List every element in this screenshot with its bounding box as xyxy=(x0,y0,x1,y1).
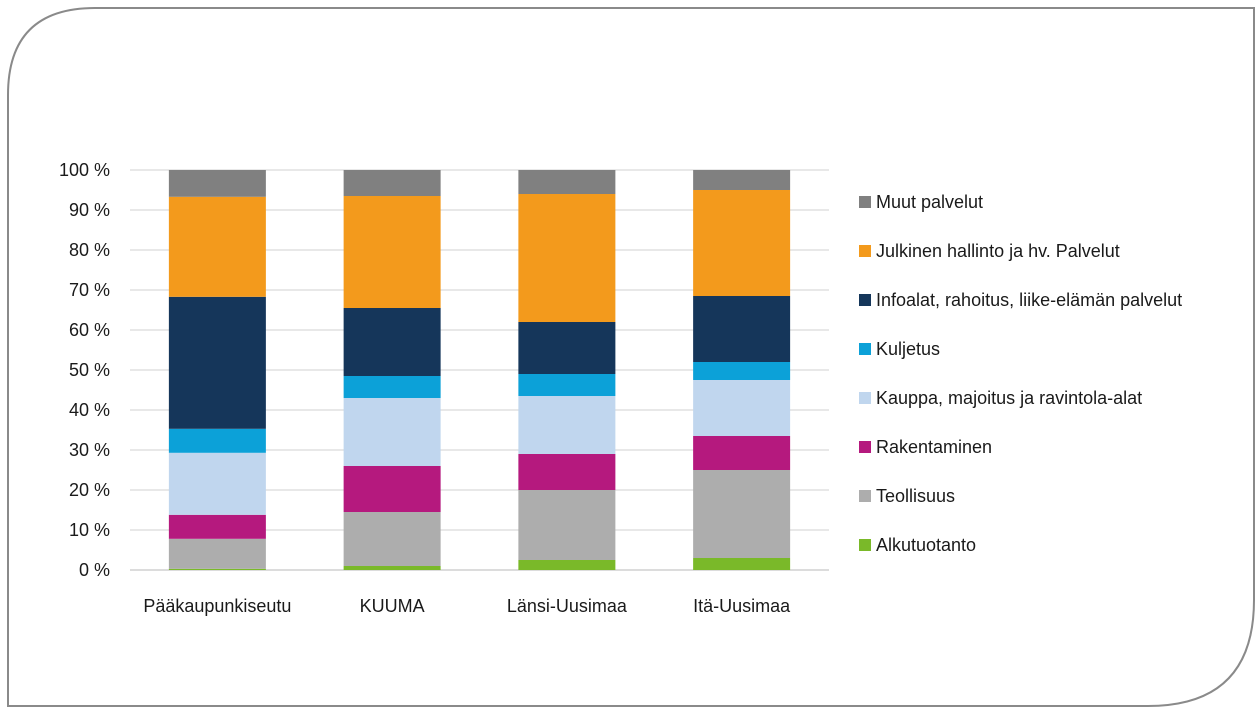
y-tick-label: 30 % xyxy=(69,440,110,460)
legend-label: Muut palvelut xyxy=(876,192,983,212)
y-axis: 0 % 10 % 20 % 30 % 40 % 50 % 60 % 70 % 80 % 90 % 1… xyxy=(59,160,110,580)
legend-swatch xyxy=(859,490,871,502)
bar-segment xyxy=(518,490,616,560)
y-tick-label: 40 % xyxy=(69,400,110,420)
bar-segment xyxy=(168,296,266,429)
bar-segment xyxy=(518,170,616,194)
y-tick-label: 50 % xyxy=(69,360,110,380)
bar-segment xyxy=(343,196,441,308)
bar-segment xyxy=(343,398,441,466)
legend-label: Kuljetus xyxy=(876,339,940,359)
bar-segment xyxy=(343,512,441,566)
bar-segment xyxy=(168,452,266,515)
legend-label: Alkutuotanto xyxy=(876,535,976,555)
bar-segment xyxy=(168,428,266,453)
bar-segment xyxy=(693,470,791,558)
bar-segment xyxy=(518,454,616,490)
bars xyxy=(168,170,791,570)
bar-segment xyxy=(518,560,616,570)
legend-label: Teollisuus xyxy=(876,486,955,506)
bar-segment xyxy=(693,362,791,380)
bar-segment xyxy=(168,514,266,539)
x-category-label: KUUMA xyxy=(360,596,425,616)
legend-swatch xyxy=(859,294,871,306)
bar-segment xyxy=(693,296,791,362)
legend-label: Rakentaminen xyxy=(876,437,992,457)
y-tick-label: 60 % xyxy=(69,320,110,340)
legend-label: Infoalat, rahoitus, liike-elämän palvelu… xyxy=(876,290,1182,310)
bar-segment xyxy=(343,308,441,376)
x-category-label: Länsi-Uusimaa xyxy=(507,596,628,616)
y-tick-label: 90 % xyxy=(69,200,110,220)
y-tick-label: 80 % xyxy=(69,240,110,260)
legend-swatch xyxy=(859,245,871,257)
legend: Muut palvelut Julkinen hallinto ja hv. Pa… xyxy=(859,192,1182,555)
bar-segment xyxy=(343,170,441,196)
bar-segment xyxy=(693,436,791,470)
y-tick-label: 70 % xyxy=(69,280,110,300)
bar-segment xyxy=(693,558,791,570)
bar-segment xyxy=(518,374,616,396)
bar-segment xyxy=(518,322,616,374)
y-tick-label: 10 % xyxy=(69,520,110,540)
x-category-label: Itä-Uusimaa xyxy=(693,596,791,616)
x-category-label: Pääkaupunkiseutu xyxy=(143,596,291,616)
legend-swatch xyxy=(859,196,871,208)
bar-segment xyxy=(168,538,266,569)
bar-segment xyxy=(693,380,791,436)
y-tick-label: 100 % xyxy=(59,160,110,180)
legend-swatch xyxy=(859,539,871,551)
legend-label: Kauppa, majoitus ja ravintola-alat xyxy=(876,388,1142,408)
legend-swatch xyxy=(859,343,871,355)
x-axis: Pääkaupunkiseutu KUUMA Länsi-Uusimaa Itä-Uu… xyxy=(143,596,791,616)
bar-segment xyxy=(343,466,441,512)
y-tick-label: 20 % xyxy=(69,480,110,500)
legend-label: Julkinen hallinto ja hv. Palvelut xyxy=(876,241,1120,261)
bar-segment xyxy=(168,568,266,570)
bar-segment xyxy=(343,566,441,570)
bar-segment xyxy=(693,170,791,190)
bar-segment xyxy=(343,376,441,398)
legend-swatch xyxy=(859,441,871,453)
y-tick-label: 0 % xyxy=(79,560,110,580)
bar-segment xyxy=(518,396,616,454)
bar-segment xyxy=(518,194,616,322)
bar-segment xyxy=(693,190,791,296)
bar-segment xyxy=(168,196,266,297)
bar-segment xyxy=(168,170,266,197)
legend-swatch xyxy=(859,392,871,404)
